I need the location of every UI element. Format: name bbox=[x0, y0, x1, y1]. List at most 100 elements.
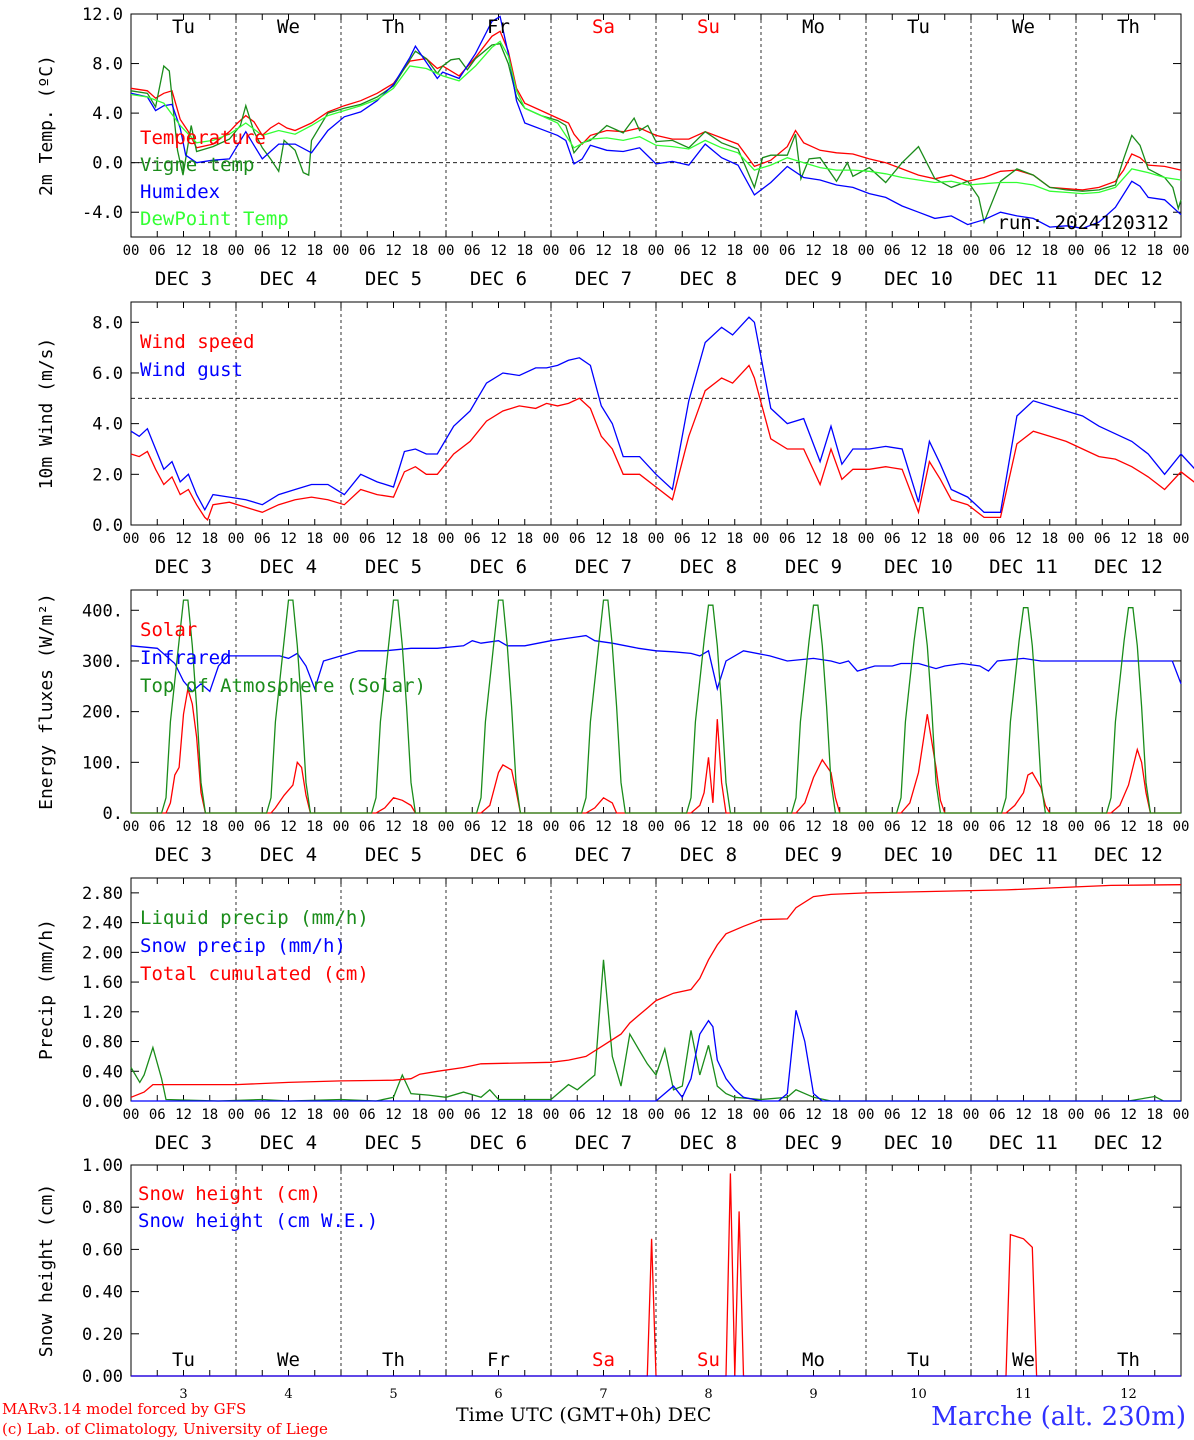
lab-credit: (c) Lab. of Climatology, University of L… bbox=[2, 1420, 328, 1438]
hour-tick-label: 18 bbox=[1041, 531, 1058, 547]
y-tick-label: 1.00 bbox=[82, 1156, 123, 1176]
hour-tick-label: 06 bbox=[149, 243, 166, 259]
hour-tick-label: 06 bbox=[254, 819, 271, 835]
hour-tick-label: 06 bbox=[779, 243, 796, 259]
series-line bbox=[131, 688, 1181, 814]
y-tick-label: 400. bbox=[82, 601, 123, 621]
series-line bbox=[131, 1010, 1181, 1102]
hour-tick-label: 12 bbox=[700, 819, 717, 835]
hour-tick-label: 00 bbox=[648, 819, 665, 835]
hour-tick-label: 00 bbox=[333, 819, 350, 835]
hour-tick-label: 18 bbox=[936, 819, 953, 835]
hour-tick-label: 18 bbox=[306, 531, 323, 547]
y-tick-label: 4.0 bbox=[92, 104, 123, 124]
weekday-label: Sa bbox=[592, 16, 615, 38]
hour-tick-label: 00 bbox=[963, 531, 980, 547]
hour-tick-label: 18 bbox=[516, 531, 533, 547]
series-line bbox=[131, 1173, 1181, 1377]
hour-tick-label: 12 bbox=[175, 819, 192, 835]
hour-tick-label: 00 bbox=[858, 1107, 875, 1123]
hour-tick-label: 00 bbox=[228, 1107, 245, 1123]
hour-tick-label: 06 bbox=[149, 531, 166, 547]
hour-tick-label: 00 bbox=[1068, 1107, 1085, 1123]
y-tick-label: 300. bbox=[82, 652, 123, 672]
series-line bbox=[130, 40, 1182, 195]
legend-entry: Snow precip (mm/h) bbox=[140, 935, 346, 957]
date-label: DEC 4 bbox=[260, 1132, 317, 1154]
y-tick-label: 0.00 bbox=[82, 1092, 123, 1112]
date-label: DEC 10 bbox=[884, 1132, 953, 1154]
hour-tick-label: 06 bbox=[464, 819, 481, 835]
hour-tick-label: 06 bbox=[464, 1107, 481, 1123]
weekday-label: Th bbox=[382, 16, 405, 38]
hour-tick-label: 18 bbox=[411, 243, 428, 259]
hour-tick-label: 18 bbox=[516, 1107, 533, 1123]
y-tick-label: 200. bbox=[82, 703, 123, 723]
day-number: 5 bbox=[389, 1387, 397, 1402]
hour-tick-label: 00 bbox=[1068, 243, 1085, 259]
hour-tick-label: 00 bbox=[123, 819, 140, 835]
hour-tick-label: 12 bbox=[280, 243, 297, 259]
hour-tick-label: 18 bbox=[726, 531, 743, 547]
hour-tick-label: 18 bbox=[1146, 243, 1163, 259]
day-number: 6 bbox=[494, 1387, 502, 1402]
hour-tick-label: 12 bbox=[910, 1107, 927, 1123]
date-label: DEC 4 bbox=[260, 268, 317, 290]
hour-tick-label: 12 bbox=[700, 531, 717, 547]
date-label: DEC 3 bbox=[155, 844, 212, 866]
y-tick-label: 6.0 bbox=[92, 364, 123, 384]
hour-tick-label: 00 bbox=[858, 531, 875, 547]
hour-tick-label: 00 bbox=[228, 819, 245, 835]
weekday-label: Sa bbox=[592, 1349, 615, 1371]
date-label: DEC 5 bbox=[365, 1132, 422, 1154]
y-tick-label: 0.80 bbox=[82, 1198, 123, 1218]
series-line bbox=[130, 42, 1182, 225]
hour-tick-label: 18 bbox=[306, 1107, 323, 1123]
hour-tick-label: 18 bbox=[201, 819, 218, 835]
hour-tick-label: 06 bbox=[254, 531, 271, 547]
weekday-label: Su bbox=[697, 16, 720, 38]
hour-tick-label: 18 bbox=[201, 243, 218, 259]
day-number: 3 bbox=[179, 1387, 187, 1402]
y-tick-label: 0.0 bbox=[92, 154, 123, 174]
date-label: DEC 9 bbox=[785, 268, 842, 290]
hour-tick-label: 06 bbox=[569, 243, 586, 259]
date-label: DEC 6 bbox=[470, 268, 527, 290]
hour-tick-label: 18 bbox=[726, 819, 743, 835]
hour-tick-label: 00 bbox=[543, 243, 560, 259]
y-tick-label: 0.00 bbox=[82, 1367, 123, 1387]
hour-tick-label: 18 bbox=[936, 531, 953, 547]
hour-tick-label: 18 bbox=[1146, 1107, 1163, 1123]
series-line bbox=[130, 634, 1182, 693]
date-label: DEC 11 bbox=[989, 1132, 1058, 1154]
panel-5 bbox=[130, 1164, 1182, 1377]
hour-tick-label: 00 bbox=[123, 243, 140, 259]
hour-tick-label: 06 bbox=[989, 243, 1006, 259]
model-credit: MARv3.14 model forced by GFS bbox=[2, 1400, 247, 1418]
hour-tick-label: 06 bbox=[359, 819, 376, 835]
weekday-label: Su bbox=[697, 1349, 720, 1371]
hour-tick-label: 18 bbox=[621, 531, 638, 547]
day-number: 8 bbox=[704, 1387, 712, 1402]
y-tick-label: 8.0 bbox=[92, 55, 123, 75]
hour-tick-label: 06 bbox=[779, 1107, 796, 1123]
hour-tick-label: 00 bbox=[648, 243, 665, 259]
legend-entry: Temperature bbox=[140, 127, 266, 149]
hour-tick-label: 12 bbox=[490, 243, 507, 259]
hour-tick-label: 12 bbox=[490, 531, 507, 547]
hour-tick-label: 12 bbox=[1120, 1107, 1137, 1123]
hour-tick-label: 18 bbox=[201, 1107, 218, 1123]
date-label: DEC 8 bbox=[680, 844, 737, 866]
legend-entry: Vigne temp bbox=[140, 154, 254, 176]
hour-tick-label: 00 bbox=[228, 243, 245, 259]
legend-entry: DewPoint Temp bbox=[140, 208, 289, 230]
legend-entry: Wind gust bbox=[140, 359, 243, 381]
hour-tick-label: 00 bbox=[1068, 531, 1085, 547]
hour-tick-label: 12 bbox=[910, 531, 927, 547]
hour-tick-label: 18 bbox=[1041, 1107, 1058, 1123]
hour-tick-label: 06 bbox=[989, 819, 1006, 835]
hour-tick-label: 18 bbox=[726, 243, 743, 259]
weekday-label: We bbox=[277, 16, 300, 38]
hour-tick-label: 00 bbox=[333, 531, 350, 547]
panel-frame bbox=[130, 13, 1182, 238]
